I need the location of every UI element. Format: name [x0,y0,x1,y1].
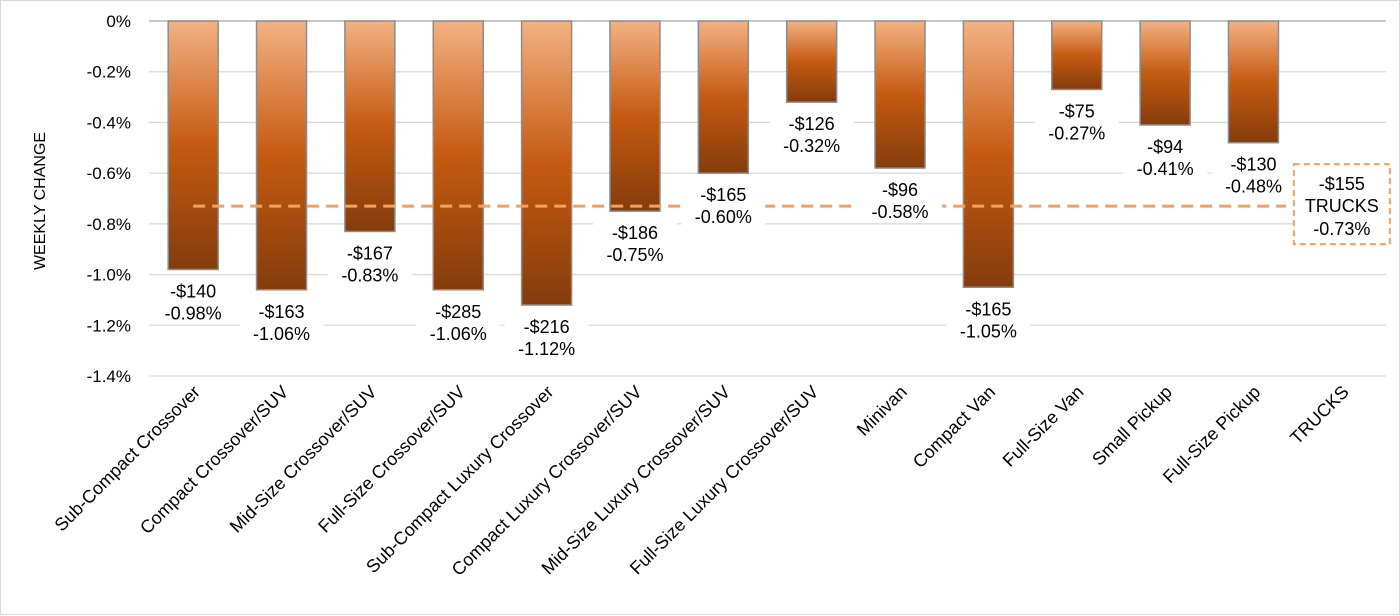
x-tick-label: Compact Luxury Crossover/SUV [448,382,646,580]
average-label-box [1292,163,1391,246]
data-label: -$75-0.27% [1034,95,1119,143]
data-label: -$216-1.12% [504,311,589,359]
dollar-label: -$165 [700,185,746,205]
percent-label: -0.60% [695,207,752,227]
bar[interactable] [874,20,926,169]
percent-label: -0.48% [1225,177,1282,197]
y-tick-label: -0.6% [87,164,131,183]
data-label: -$163-1.06% [239,295,324,344]
data-label-background [151,275,236,322]
bar[interactable] [962,20,1015,288]
dollar-label: -$126 [789,114,835,134]
percent-label: -0.98% [165,304,222,324]
x-tick-label: Minivan [853,382,911,440]
percent-label: -1.05% [960,321,1017,341]
bar[interactable] [785,20,838,103]
dollar-label: -$216 [524,317,570,337]
bar[interactable] [1139,20,1191,126]
dollar-label: -$186 [612,223,658,243]
percent-label: -1.06% [430,324,487,344]
average-name-label: TRUCKS [1305,196,1379,216]
dollar-label: -$165 [965,299,1011,319]
y-tick-label: -1.2% [87,316,131,335]
data-label-background [327,237,412,284]
bar[interactable] [520,20,573,306]
data-label-background [239,295,324,342]
data-label: -$94-0.41% [1123,130,1208,179]
data-label: -$126-0.32% [769,108,854,156]
average-percent-label: -0.73% [1313,219,1370,239]
x-tick-label: TRUCKS [1286,382,1352,448]
x-tick-label: Sub-Compact Crossover [51,382,204,535]
data-label: -$167-0.83% [327,237,412,285]
x-tick-label: Full-Size Pickup [1159,382,1264,487]
dollar-label: -$140 [170,282,216,302]
data-label-background [858,174,943,221]
bar[interactable] [255,20,308,291]
y-axis-title: WEEKLY CHANGE [32,132,49,270]
data-label-background [946,293,1031,340]
dollar-label: -$75 [1059,101,1095,121]
dollar-label: -$285 [435,302,481,322]
x-tick-label: Mid-Size Luxury Crossover/SUV [538,382,735,579]
average-dollar-label: -$155 [1319,174,1365,194]
bar[interactable] [432,20,484,291]
data-label-background [1123,130,1208,177]
data-label-background [1211,148,1296,195]
dollar-label: -$96 [882,180,918,200]
data-label-background [1034,95,1119,142]
percent-label: -0.83% [341,265,398,285]
y-tick-label: -1.0% [87,266,131,285]
x-tick-label: Sub-Compact Luxury Crossover [362,382,557,577]
percent-label: -1.06% [253,324,310,344]
bar[interactable] [609,20,661,212]
x-tick-label: Full-Size Luxury Crossover/SUV [626,382,823,579]
data-label-background [504,311,589,357]
data-label: -$165-1.05% [946,293,1031,341]
x-tick-label: Compact Crossover/SUV [136,382,292,538]
bar[interactable] [167,20,219,271]
data-label: -$130-0.48% [1211,148,1296,197]
bar[interactable] [697,20,750,174]
x-tick-label: Mid-Size Crossover/SUV [226,382,381,537]
percent-label: -0.75% [606,245,663,265]
x-tick-label: Full-Size Van [999,382,1088,471]
y-tick-label: -0.8% [87,215,131,234]
bar[interactable] [344,20,396,233]
data-label-background [416,295,501,342]
y-tick-label: -0.2% [87,63,131,82]
data-label: -$165-0.60% [681,179,766,227]
dollar-label: -$167 [347,243,393,263]
data-label: -$186-0.75% [592,217,677,265]
dollar-label: -$130 [1230,155,1276,175]
x-tick-label: Small Pickup [1088,382,1176,470]
y-tick-label: -1.4% [87,367,131,386]
dollar-label: -$163 [259,302,305,322]
x-tick-label: Compact Van [909,382,999,472]
y-tick-label: 0% [106,12,131,31]
x-tick-label: Full-Size Crossover/SUV [314,382,469,537]
data-label: -$96-0.58% [858,174,943,222]
y-tick-label: -0.4% [87,113,131,132]
percent-label: -0.27% [1048,123,1105,143]
data-label-background [592,217,677,264]
dollar-label: -$94 [1147,137,1183,157]
percent-label: -0.41% [1137,159,1194,179]
bar[interactable] [1051,20,1103,91]
percent-label: -0.58% [872,202,929,222]
data-label-background [681,179,766,226]
bar[interactable] [1227,20,1280,144]
data-label: -$140-0.98% [151,275,236,324]
percent-label: -0.32% [783,136,840,156]
percent-label: -1.12% [518,339,575,359]
data-label: -$285-1.06% [416,295,501,344]
data-label-background [769,108,854,155]
